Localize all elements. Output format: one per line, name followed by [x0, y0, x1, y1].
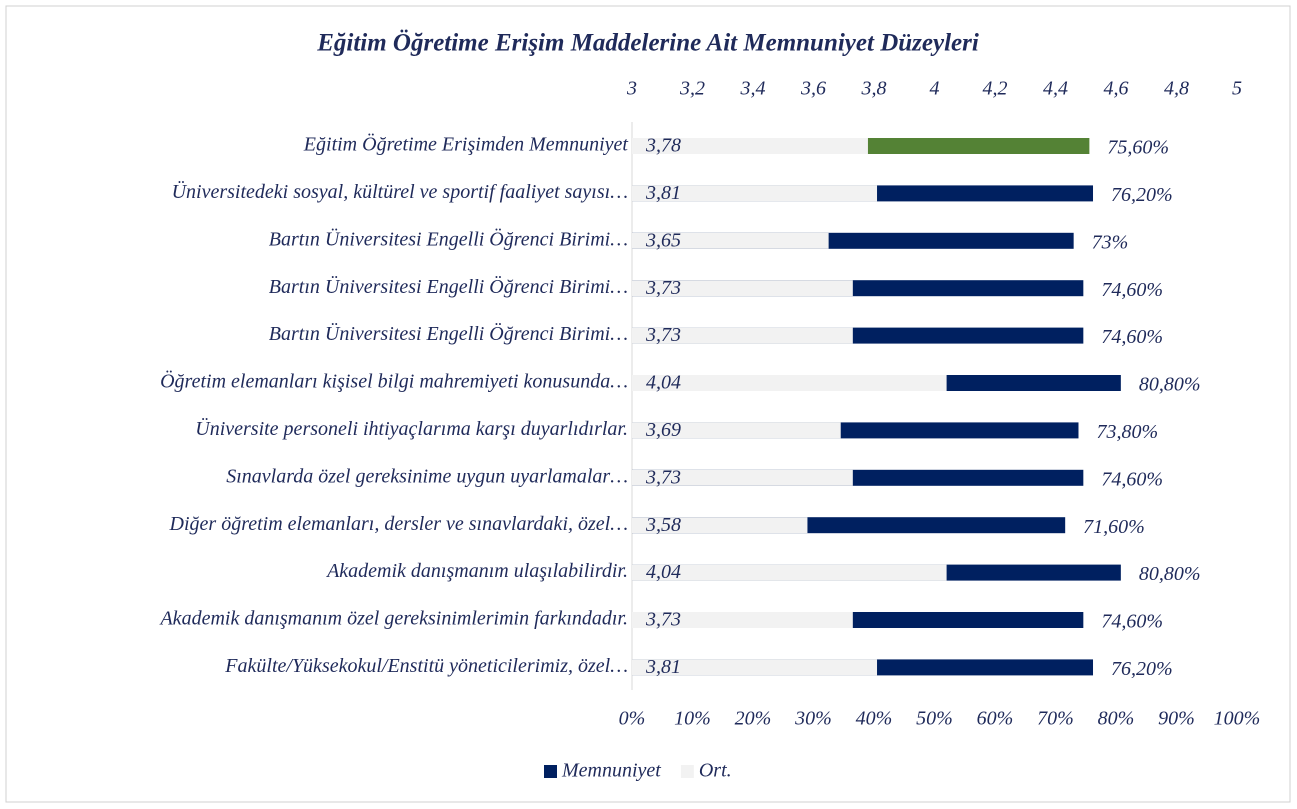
legend-swatch: [680, 765, 694, 778]
top-tick-label: 4: [930, 78, 940, 100]
value-label-memnuniyet: 73%: [1092, 231, 1129, 253]
bottom-tick-label: 40%: [856, 708, 893, 730]
bottom-tick-label: 70%: [1037, 708, 1074, 730]
category-label: Akademik danışmanım ulaşılabilirdir.: [325, 560, 628, 582]
value-label-ort: 4,04: [646, 561, 681, 583]
top-tick-label: 4,8: [1164, 78, 1189, 100]
bottom-tick-label: 10%: [674, 708, 711, 730]
bar-ort: [632, 659, 878, 676]
bar-ort: [632, 517, 808, 534]
category-label: Bartın Üniversitesi Engelli Öğrenci Biri…: [269, 275, 628, 298]
category-label: Fakülte/Yüksekokul/Enstitü yöneticilerim…: [224, 655, 628, 677]
category-label: Öğretim elemanları kişisel bilgi mahremi…: [160, 370, 628, 393]
value-label-memnuniyet: 76,20%: [1111, 658, 1173, 680]
value-label-ort: 3,78: [645, 135, 681, 157]
top-tick-label: 3,6: [800, 78, 826, 100]
chart-border: [5, 5, 1291, 803]
value-label-ort: 3,58: [645, 514, 681, 536]
top-tick-label: 5: [1232, 78, 1242, 100]
value-label-memnuniyet: 73,80%: [1096, 421, 1158, 443]
value-label-ort: 3,81: [645, 182, 681, 204]
bar-ort: [632, 422, 841, 439]
value-label-ort: 4,04: [646, 372, 681, 394]
value-label-memnuniyet: 74,60%: [1101, 468, 1163, 490]
value-label-memnuniyet: 75,60%: [1107, 137, 1169, 159]
category-label: Üniversitedeki sosyal, kültürel ve sport…: [172, 180, 628, 203]
bar-ort: [632, 232, 829, 249]
category-label: Eğitim Öğretime Erişimden Memnuniyet: [303, 133, 629, 156]
top-tick-label: 4,4: [1043, 78, 1068, 100]
top-tick-label: 4,2: [983, 78, 1008, 100]
value-label-memnuniyet: 74,60%: [1101, 326, 1163, 348]
bottom-tick-label: 80%: [1098, 708, 1135, 730]
top-tick-label: 3,4: [740, 78, 766, 100]
value-label-ort: 3,73: [645, 466, 681, 488]
bar-ort: [632, 327, 853, 344]
bottom-tick-label: 100%: [1214, 708, 1261, 730]
bottom-tick-label: 20%: [735, 708, 772, 730]
category-label: Bartın Üniversitesi Engelli Öğrenci Biri…: [269, 322, 628, 345]
category-label: Sınavlarda özel gereksinime uygun uyarla…: [226, 465, 628, 487]
bar-ort: [632, 138, 868, 154]
value-label-ort: 3,81: [645, 656, 681, 678]
category-label: Diğer öğretim elemanları, dersler ve sın…: [169, 513, 628, 535]
category-label: Üniversite personeli ihtiyaçlarıma karşı…: [195, 417, 628, 440]
top-tick-label: 4,6: [1104, 78, 1129, 100]
bar-ort: [632, 185, 878, 202]
bottom-tick-label: 90%: [1158, 708, 1195, 730]
value-label-ort: 3,73: [645, 609, 681, 631]
value-label-ort: 3,69: [645, 419, 681, 441]
bottom-tick-label: 50%: [916, 708, 953, 730]
value-label-memnuniyet: 80,80%: [1139, 374, 1201, 396]
category-label: Bartın Üniversitesi Engelli Öğrenci Biri…: [269, 227, 628, 250]
legend-label: Memnuniyet: [561, 760, 661, 782]
bar-ort: [632, 469, 853, 486]
bar-ort: [632, 564, 947, 581]
legend-label: Ort.: [699, 760, 732, 782]
bar-ort: [632, 280, 853, 297]
bar-ort: [632, 375, 947, 391]
value-label-memnuniyet: 74,60%: [1101, 279, 1163, 301]
bottom-tick-label: 30%: [794, 708, 832, 730]
bottom-tick-label: 60%: [977, 708, 1014, 730]
value-label-memnuniyet: 71,60%: [1083, 516, 1145, 538]
legend-swatch: [544, 765, 557, 778]
value-label-ort: 3,65: [645, 229, 681, 251]
top-tick-label: 3,8: [861, 78, 887, 100]
category-label: Akademik danışmanım özel gereksinimlerim…: [158, 608, 628, 630]
top-tick-label: 3: [626, 78, 637, 100]
top-tick-label: 3,2: [679, 78, 705, 100]
bottom-tick-label: 0%: [619, 708, 646, 730]
chart-title: Eğitim Öğretime Erişim Maddelerine Ait M…: [316, 30, 979, 57]
value-label-memnuniyet: 74,60%: [1101, 611, 1163, 633]
value-label-ort: 3,73: [645, 277, 681, 299]
value-label-ort: 3,73: [645, 324, 681, 346]
value-label-memnuniyet: 76,20%: [1111, 184, 1173, 206]
value-label-memnuniyet: 80,80%: [1139, 563, 1201, 585]
bar-ort: [632, 612, 853, 628]
